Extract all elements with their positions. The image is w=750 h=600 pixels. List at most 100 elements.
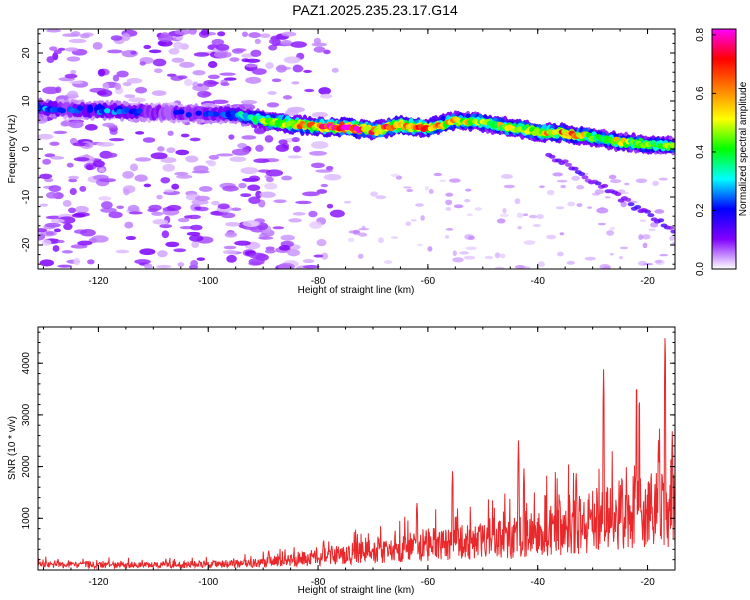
spectrogram-ridge-cell [178,109,185,115]
spectrogram-noise-cell [134,259,151,265]
spectrogram-noise-cell [185,155,199,163]
spectrogram-noise-cell [620,191,630,195]
spectrogram-noise-cell [193,165,209,173]
snr-plot-area [38,327,675,570]
spectrogram-noise-cell [245,58,261,63]
colorbar-tick-label: 0.0 [695,262,706,276]
spectrogram-heatmap [38,29,675,269]
spectrogram-noise-cell [648,228,656,232]
spectrogram-noise-cell [151,90,167,96]
spectrogram-noise-cell [245,76,262,84]
spectrogram-noise-cell [196,257,206,261]
spectrogram-noise-cell [53,228,61,233]
spectrogram-noise-cell [639,219,647,223]
spectrogram-noise-cell [494,266,505,269]
snr-x-tick-label: -120 [88,577,108,588]
spectrogram-x-ticks: -120 -100 -80 -60 -40 -20 [42,29,676,287]
spectrogram-noise-cell [46,56,55,63]
spectrogram-noise-cell [546,234,557,240]
spectrogram-noise-cell [135,131,145,135]
spectrogram-noise-cell [207,74,220,80]
spectrogram-noise-cell [658,177,668,181]
spectrogram-noise-cell [73,257,81,266]
spectrogram-noise-cell [50,156,65,160]
spectrogram-noise-cell [287,155,302,159]
spectrogram-noise-cell [308,210,318,218]
spectrogram-noise-cell [302,265,320,269]
spectrogram-noise-cell [303,69,312,74]
spectrogram-noise-cell [191,240,200,249]
spectrogram-noise-cell [290,41,307,48]
spectrogram-noise-cell [566,260,576,265]
spectrogram-noise-cell [445,192,454,197]
spectrogram-noise-cell [292,65,304,73]
spectrogram-noise-cell [66,56,81,62]
spectrogram-noise-cell [45,231,55,236]
spectrogram-noise-cell [126,77,143,84]
spectrogram-noise-cell [325,165,334,171]
spectrogram-branch-cell [624,197,632,202]
spectrogram-noise-cell [215,44,230,51]
spectrogram-noise-cell [53,49,62,55]
spectrogram-noise-cell [538,185,545,189]
spectrogram-noise-cell [208,154,220,160]
spectrogram-noise-cell [87,259,95,265]
spectrogram-noise-cell [38,228,48,233]
spectrogram-noise-cell [348,230,360,234]
spectrogram-noise-cell [237,142,247,149]
spectrogram-noise-cell [453,204,464,209]
snr-y-tick-label: 4000 [21,352,32,375]
spectrogram-noise-cell [152,58,167,67]
spectrogram-noise-cell [465,188,472,192]
spectrogram-noise-cell [278,244,291,251]
spectrogram-noise-cell [609,179,622,184]
spectrogram-noise-cell [207,160,217,167]
spectrogram-noise-cell [143,183,152,188]
spectrogram-noise-cell [329,209,345,218]
spectrogram-noise-cell [122,81,132,87]
spectrogram-noise-cell [370,191,378,197]
spectrogram-noise-cell [532,223,541,228]
spectrogram-ridge-cell [207,111,215,117]
spectrogram-noise-cell [211,99,229,104]
spectrogram-noise-cell [38,233,46,241]
spectrogram-noise-cell [165,241,180,248]
spectrogram-noise-cell [231,207,242,212]
spectrogram-noise-cell [52,245,60,252]
spectrogram-noise-cell [609,226,615,231]
spectrogram-noise-cell [68,120,84,129]
spectrogram-ridge-cell [212,111,220,117]
spectrogram-noise-cell [194,195,211,202]
spectrogram-noise-cell [174,171,189,176]
spectrogram-noise-cell [152,219,169,225]
spectrogram-noise-cell [159,224,173,229]
spectrogram-noise-cell [318,87,331,95]
spectrogram-noise-cell [42,158,52,165]
spectrogram-noise-cell [259,33,271,39]
spectrogram-noise-cell [654,209,665,214]
spectrogram-noise-cell [295,200,312,205]
spectrogram-noise-cell [176,174,193,179]
spectrogram-noise-cell [219,72,236,76]
spectrogram-ridge-cell [99,108,106,114]
spectrogram-noise-cell [194,206,201,210]
spectrogram-noise-cell [584,256,596,261]
spectrogram-noise-cell [619,246,628,250]
spectrogram-noise-cell [116,205,125,210]
spectrogram-noise-cell [92,160,105,168]
spectrogram-noise-cell [73,157,90,162]
spectrogram-noise-cell [347,237,355,243]
spectrogram-ridge-cell [59,107,66,114]
spectrogram-noise-cell [43,178,54,183]
colorbar-tick-label: 0.8 [695,27,706,41]
spectrogram-y-tick-label: -10 [21,189,32,204]
spectrogram-branch-cell [644,209,652,214]
spectrogram-branch-cell [670,229,675,234]
spectrogram-noise-cell [282,95,293,100]
spectrogram-noise-cell [275,144,289,152]
spectrogram-noise-cell [331,67,339,73]
spectrogram-y-axis-label: Frequency (Hz) [7,115,18,184]
snr-y-tick-label: 1000 [21,507,32,530]
spectrogram-noise-cell [68,38,87,44]
